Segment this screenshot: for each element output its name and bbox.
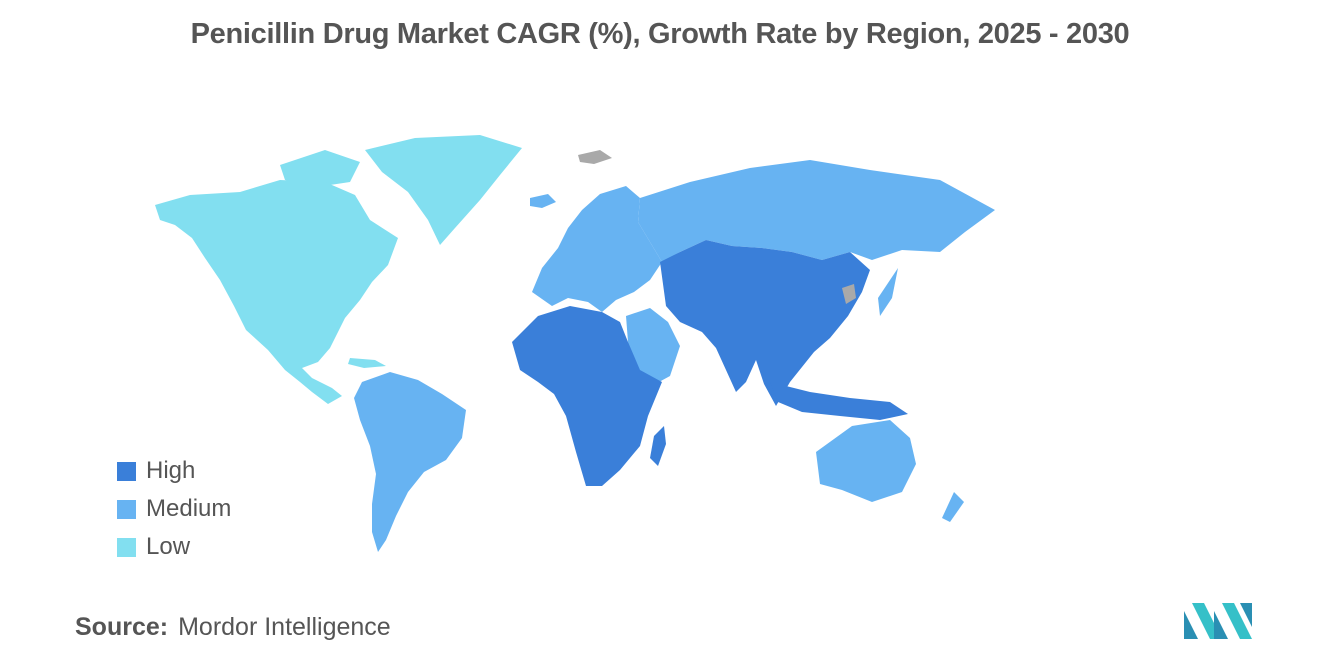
region-iceland <box>530 194 556 208</box>
region-korea <box>842 284 856 304</box>
region-caribbean <box>348 358 386 368</box>
region-arctic-islands <box>280 150 360 188</box>
region-greenland <box>365 135 522 245</box>
region-new-zealand <box>942 492 964 522</box>
region-middle-east <box>626 308 680 388</box>
region-north-america <box>155 180 398 404</box>
legend-label-low: Low <box>146 533 191 560</box>
legend-item-low: Low <box>117 528 231 566</box>
region-south-america <box>354 372 466 552</box>
region-europe <box>532 186 662 312</box>
legend-swatch-low <box>117 537 136 557</box>
legend-label-high: High <box>146 457 196 484</box>
region-japan <box>878 268 898 316</box>
region-asia <box>660 240 870 406</box>
legend-swatch-high <box>117 461 136 481</box>
world-map <box>155 135 995 552</box>
mordor-intelligence-logo-icon <box>1184 603 1252 639</box>
region-australia <box>816 420 916 502</box>
legend-item-high: High <box>117 452 231 490</box>
source-line: Source: Mordor Intelligence <box>75 613 391 642</box>
region-se-asia-islands <box>770 382 908 420</box>
source-label: Source: <box>75 613 169 641</box>
chart-title: Penicillin Drug Market CAGR (%), Growth … <box>190 18 1130 50</box>
legend-swatch-medium <box>117 499 136 519</box>
region-africa <box>512 306 662 486</box>
legend-label-medium: Medium <box>146 495 232 522</box>
region-madagascar <box>650 426 666 466</box>
map-legend: High Medium Low <box>117 452 231 566</box>
source-value: Mordor Intelligence <box>178 613 391 641</box>
legend-item-medium: Medium <box>117 490 231 528</box>
region-svalbard <box>578 150 612 164</box>
region-russia <box>638 160 995 262</box>
